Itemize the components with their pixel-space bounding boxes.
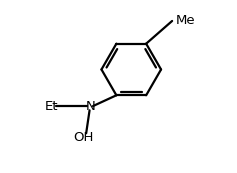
Text: OH: OH (73, 131, 94, 144)
Text: Et: Et (45, 100, 58, 113)
Text: Me: Me (176, 15, 195, 28)
Text: N: N (86, 100, 95, 113)
